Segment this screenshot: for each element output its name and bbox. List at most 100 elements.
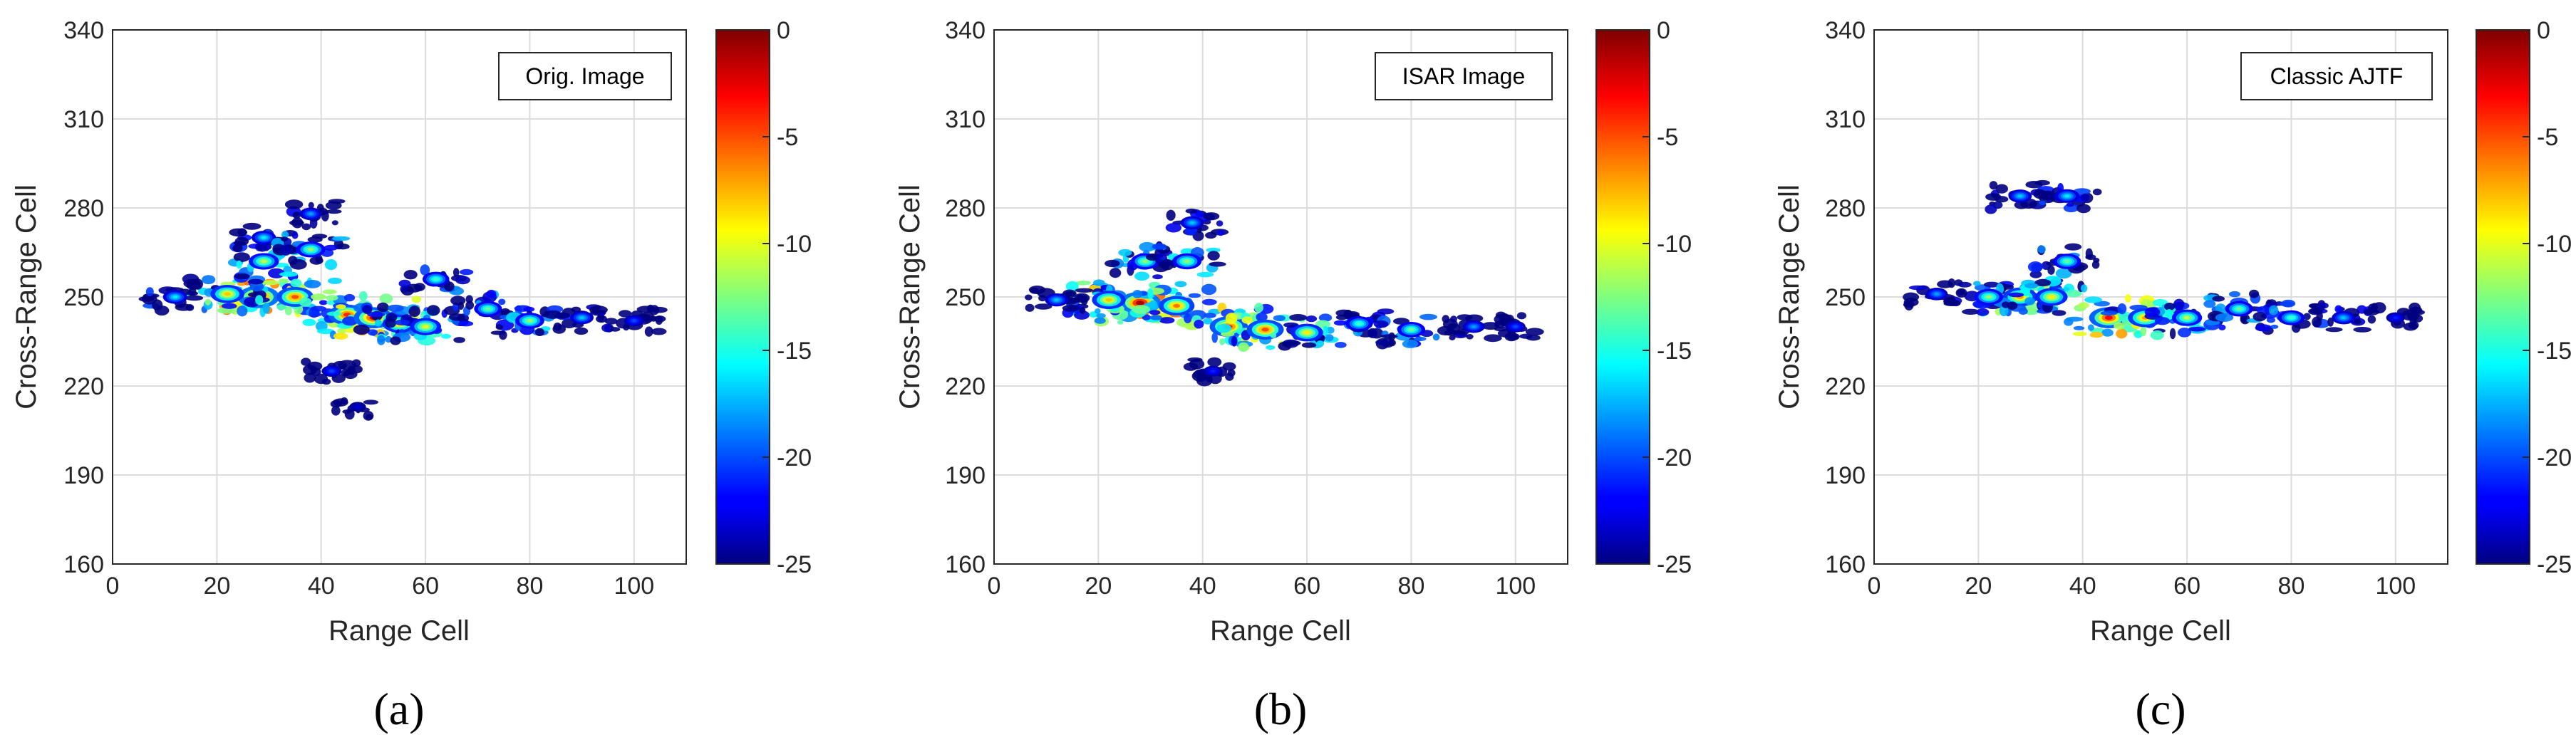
panel-a-legend-box: [498, 52, 672, 100]
speckle: [299, 297, 312, 307]
speckle: [1165, 223, 1182, 233]
scatterer-core: [1261, 328, 1269, 332]
scatterer-13: [1903, 278, 1972, 310]
speckle: [385, 318, 397, 328]
panel-a: 0 20 40 60 80 100 160 190 220 250 280 310 340 Range …: [11, 17, 812, 734]
speckle: [353, 324, 370, 335]
speckle: [308, 202, 314, 209]
panel-c-legend-box: [2240, 52, 2433, 100]
scatterer-10: [385, 305, 469, 346]
speckle: [2249, 289, 2260, 298]
y-tick-label: 160: [945, 551, 986, 578]
speckle: [2076, 204, 2091, 214]
speckle: [646, 304, 655, 313]
speckle: [145, 287, 154, 296]
speckle: [403, 270, 418, 280]
speckle: [1947, 278, 1956, 288]
speckle: [255, 295, 264, 306]
speckle: [651, 328, 667, 335]
speckle: [2089, 332, 2104, 338]
speckle: [644, 326, 653, 337]
speckle: [498, 298, 506, 306]
speckle: [1449, 335, 1456, 340]
speckle: [237, 306, 248, 317]
panel-c-colorbar-gradient: [2476, 29, 2530, 565]
speckle: [1203, 313, 1216, 318]
speckle: [279, 278, 289, 283]
speckle: [1254, 303, 1263, 313]
speckle: [290, 278, 302, 288]
speckle: [2140, 325, 2147, 337]
scatterer-15: [609, 304, 668, 337]
speckle: [455, 276, 470, 285]
speckle: [1903, 298, 1919, 307]
speckle: [234, 236, 249, 246]
speckle: [1367, 328, 1377, 338]
x-tick-label: 80: [1398, 573, 1425, 600]
speckle: [2154, 317, 2171, 325]
speckle: [326, 295, 338, 301]
scatterer-core: [356, 405, 360, 408]
scatterer-core: [329, 370, 334, 372]
speckle: [1159, 317, 1175, 324]
panel-a-ylabel: Cross-Range Cell: [11, 184, 42, 409]
speckle: [426, 305, 440, 316]
speckle: [2114, 322, 2125, 330]
speckle: [310, 306, 327, 312]
scatterer-core: [1356, 322, 1362, 325]
x-tick-label: 60: [1293, 573, 1320, 600]
scatterer-13: [1025, 286, 1094, 318]
colorbar-tick-label: -5: [1657, 124, 1678, 151]
speckle: [1270, 332, 1277, 338]
speckle: [523, 306, 535, 313]
speckle: [2280, 301, 2295, 307]
speckle: [1976, 308, 1990, 316]
speckle: [2269, 305, 2279, 315]
speckle: [2037, 245, 2046, 254]
speckle: [202, 275, 216, 285]
speckle: [310, 293, 326, 301]
speckle: [609, 327, 621, 332]
speckle: [233, 252, 250, 262]
speckle: [408, 306, 420, 318]
scatterer-12: [1494, 311, 1544, 342]
scatterer-core: [261, 259, 267, 263]
speckle: [465, 301, 475, 310]
speckle: [589, 306, 608, 315]
scatterer-core: [1189, 221, 1195, 224]
panel-b-axes-frame: [993, 29, 1568, 565]
speckle: [2027, 261, 2043, 273]
scatterer-1: [1105, 241, 1179, 281]
speckle: [1225, 313, 1238, 325]
y-tick-label: 160: [63, 551, 104, 578]
speckle: [1442, 315, 1450, 323]
panel-b-legend: ISAR Image: [1375, 52, 1553, 100]
speckle: [363, 411, 374, 421]
panel-b: 0 20 40 60 80 100 160 190 220 250 280 310 340 Range …: [894, 17, 1692, 734]
speckle: [1943, 301, 1961, 306]
speckle: [1207, 357, 1222, 367]
speckle: [2065, 316, 2084, 322]
y-tick-label: 340: [1825, 17, 1866, 44]
scatterer-2: [2033, 183, 2102, 214]
speckle: [302, 318, 316, 326]
speckle: [1188, 293, 1201, 298]
colorbar-tick-label: -5: [2537, 124, 2558, 151]
scatterer-core: [2064, 194, 2070, 198]
speckle: [1289, 314, 1308, 321]
speckle: [138, 296, 155, 302]
panel-b-xlabel: Range Cell: [1210, 615, 1351, 647]
scatterer-7: [1962, 281, 2027, 317]
speckle: [377, 335, 386, 345]
speckle: [1335, 342, 1347, 348]
speckle: [324, 244, 338, 251]
speckle: [2229, 291, 2240, 298]
speckle: [1972, 281, 1981, 286]
speckle: [1217, 229, 1224, 236]
speckle: [619, 310, 632, 318]
x-tick-label: 0: [106, 573, 120, 600]
scatterer-core: [307, 248, 314, 251]
speckle: [457, 301, 465, 310]
speckle: [205, 298, 211, 306]
scatterer-core: [172, 296, 178, 298]
